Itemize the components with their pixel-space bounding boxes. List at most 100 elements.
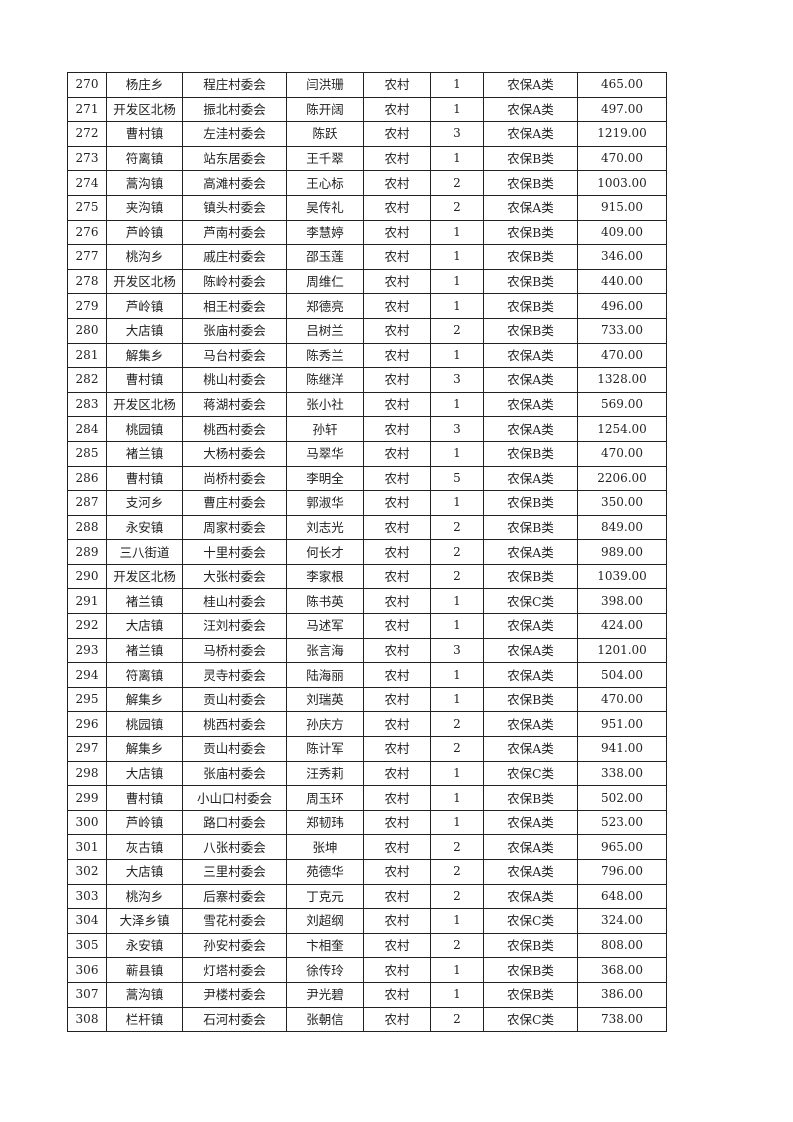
amount-cell: 738.00 xyxy=(577,1006,667,1033)
person-name-cell: 王千翠 xyxy=(286,145,364,172)
amount-cell: 951.00 xyxy=(577,711,667,738)
insurance-category-cell: 农保B类 xyxy=(483,440,578,467)
township-cell: 蒿沟镇 xyxy=(106,981,183,1008)
insurance-category-cell: 农保A类 xyxy=(483,367,578,393)
table-row: 279 芦岭镇 相王村委会 郑德亮 农村 1 农保B类 496.00 xyxy=(67,293,667,319)
village-committee-cell: 灯塔村委会 xyxy=(182,957,287,983)
township-cell: 符离镇 xyxy=(106,662,183,688)
amount-cell: 470.00 xyxy=(577,686,667,713)
household-size-cell: 1 xyxy=(430,145,484,172)
row-number-cell: 281 xyxy=(67,342,107,369)
township-cell: 蒿沟镇 xyxy=(106,170,183,196)
amount-cell: 965.00 xyxy=(577,834,667,860)
village-committee-cell: 桂山村委会 xyxy=(182,588,287,615)
township-cell: 大店镇 xyxy=(106,613,183,639)
village-committee-cell: 灵寺村委会 xyxy=(182,662,287,688)
row-number-cell: 278 xyxy=(67,268,107,295)
insurance-category-cell: 农保A类 xyxy=(483,711,578,738)
township-cell: 桃园镇 xyxy=(106,711,183,738)
village-committee-cell: 三里村委会 xyxy=(182,859,287,885)
household-size-cell: 1 xyxy=(430,908,484,934)
insurance-category-cell: 农保B类 xyxy=(483,317,578,344)
household-size-cell: 1 xyxy=(430,293,484,319)
village-committee-cell: 桃西村委会 xyxy=(182,711,287,738)
table-body: 270 杨庄乡 程庄村委会 闫洪珊 农村 1 农保A类 465.00 271 开发区北杨 振北村委会… xyxy=(67,72,667,1033)
village-committee-cell: 镇头村委会 xyxy=(182,194,287,221)
village-committee-cell: 八张村委会 xyxy=(182,834,287,860)
person-name-cell: 陆海丽 xyxy=(286,662,364,688)
household-size-cell: 3 xyxy=(430,367,484,393)
village-committee-cell: 陈岭村委会 xyxy=(182,268,287,295)
row-number-cell: 307 xyxy=(67,981,107,1008)
insurance-category-cell: 农保A类 xyxy=(483,834,578,860)
insurance-category-cell: 农保B类 xyxy=(483,219,578,246)
area-type-cell: 农村 xyxy=(363,219,431,246)
village-committee-cell: 蒋湖村委会 xyxy=(182,391,287,418)
village-committee-cell: 石河村委会 xyxy=(182,1006,287,1033)
row-number-cell: 304 xyxy=(67,908,107,934)
row-number-cell: 306 xyxy=(67,957,107,983)
row-number-cell: 283 xyxy=(67,391,107,418)
village-committee-cell: 程庄村委会 xyxy=(182,72,287,98)
person-name-cell: 马述军 xyxy=(286,613,364,639)
village-committee-cell: 后寨村委会 xyxy=(182,883,287,910)
township-cell: 开发区北杨 xyxy=(106,268,183,295)
village-committee-cell: 振北村委会 xyxy=(182,96,287,123)
area-type-cell: 农村 xyxy=(363,834,431,860)
person-name-cell: 王心标 xyxy=(286,170,364,196)
insurance-category-cell: 农保A类 xyxy=(483,72,578,98)
table-row: 303 桃沟乡 后寨村委会 丁克元 农村 2 农保A类 648.00 xyxy=(67,883,667,910)
table-row: 305 永安镇 孙安村委会 卞相奎 农村 2 农保B类 808.00 xyxy=(67,932,667,959)
household-size-cell: 2 xyxy=(430,932,484,959)
village-committee-cell: 小山口村委会 xyxy=(182,785,287,811)
person-name-cell: 尹光碧 xyxy=(286,981,364,1008)
township-cell: 桃沟乡 xyxy=(106,244,183,270)
person-name-cell: 何长才 xyxy=(286,539,364,565)
table-row: 296 桃园镇 桃西村委会 孙庆方 农村 2 农保A类 951.00 xyxy=(67,711,667,738)
row-number-cell: 287 xyxy=(67,490,107,516)
township-cell: 夹沟镇 xyxy=(106,194,183,221)
township-cell: 褚兰镇 xyxy=(106,637,183,664)
amount-cell: 2206.00 xyxy=(577,465,667,492)
table-row: 280 大店镇 张庙村委会 吕树兰 农村 2 农保B类 733.00 xyxy=(67,317,667,344)
amount-cell: 796.00 xyxy=(577,859,667,885)
table-row: 270 杨庄乡 程庄村委会 闫洪珊 农村 1 农保A类 465.00 xyxy=(67,72,667,98)
household-size-cell: 2 xyxy=(430,514,484,541)
insurance-category-cell: 农保B类 xyxy=(483,981,578,1008)
table-row: 297 解集乡 贡山村委会 陈计军 农村 2 农保A类 941.00 xyxy=(67,736,667,762)
insurance-category-cell: 农保B类 xyxy=(483,785,578,811)
village-committee-cell: 大张村委会 xyxy=(182,563,287,590)
township-cell: 开发区北杨 xyxy=(106,563,183,590)
row-number-cell: 294 xyxy=(67,662,107,688)
person-name-cell: 陈跃 xyxy=(286,121,364,147)
amount-cell: 346.00 xyxy=(577,244,667,270)
township-cell: 褚兰镇 xyxy=(106,440,183,467)
township-cell: 开发区北杨 xyxy=(106,391,183,418)
table-row: 299 曹村镇 小山口村委会 周玉环 农村 1 农保B类 502.00 xyxy=(67,785,667,811)
amount-cell: 1039.00 xyxy=(577,563,667,590)
area-type-cell: 农村 xyxy=(363,514,431,541)
household-size-cell: 2 xyxy=(430,859,484,885)
household-size-cell: 2 xyxy=(430,834,484,860)
township-cell: 解集乡 xyxy=(106,686,183,713)
amount-cell: 368.00 xyxy=(577,957,667,983)
insurance-category-cell: 农保B类 xyxy=(483,170,578,196)
row-number-cell: 291 xyxy=(67,588,107,615)
person-name-cell: 张言海 xyxy=(286,637,364,664)
row-number-cell: 297 xyxy=(67,736,107,762)
row-number-cell: 279 xyxy=(67,293,107,319)
amount-cell: 440.00 xyxy=(577,268,667,295)
amount-cell: 989.00 xyxy=(577,539,667,565)
household-size-cell: 3 xyxy=(430,637,484,664)
table-row: 276 芦岭镇 芦南村委会 李慧婷 农村 1 农保B类 409.00 xyxy=(67,219,667,246)
area-type-cell: 农村 xyxy=(363,613,431,639)
area-type-cell: 农村 xyxy=(363,981,431,1008)
amount-cell: 409.00 xyxy=(577,219,667,246)
amount-cell: 424.00 xyxy=(577,613,667,639)
village-committee-cell: 马台村委会 xyxy=(182,342,287,369)
person-name-cell: 苑德华 xyxy=(286,859,364,885)
area-type-cell: 农村 xyxy=(363,736,431,762)
row-number-cell: 288 xyxy=(67,514,107,541)
village-committee-cell: 高滩村委会 xyxy=(182,170,287,196)
row-number-cell: 300 xyxy=(67,809,107,836)
